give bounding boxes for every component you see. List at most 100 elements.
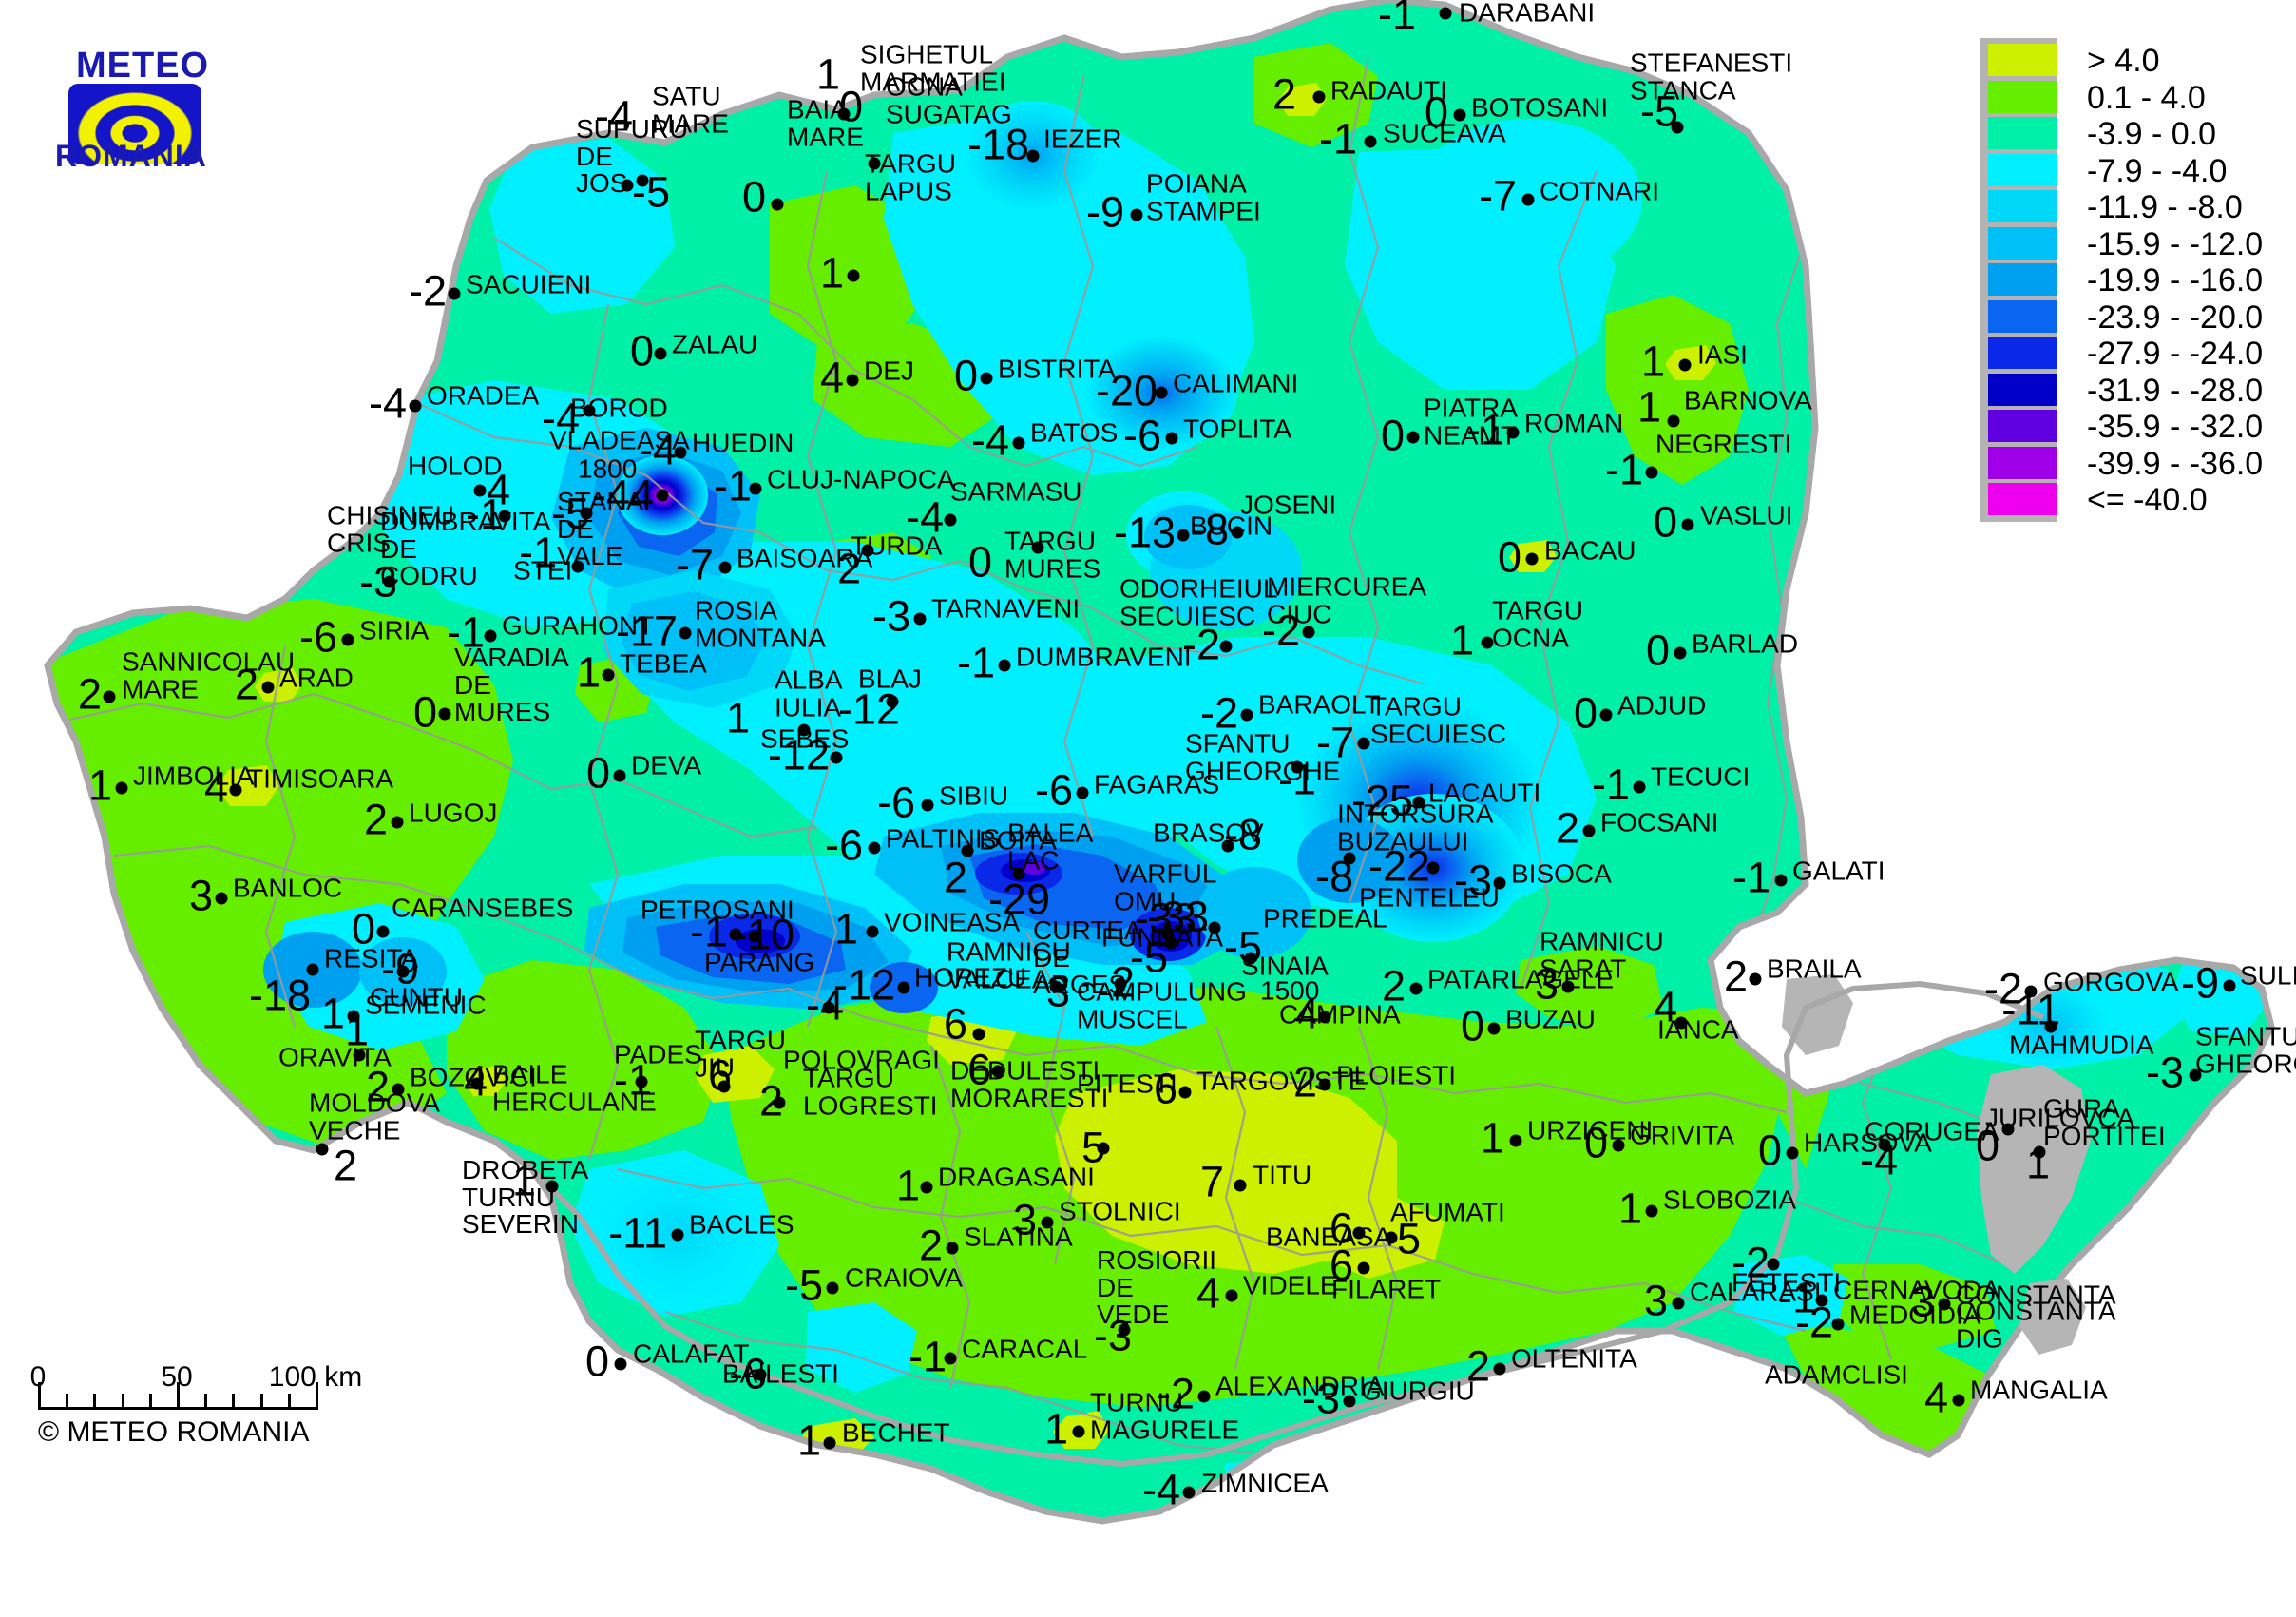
- station-dot[interactable]: [1318, 1078, 1331, 1091]
- station-dot[interactable]: [1302, 626, 1315, 639]
- station-dot[interactable]: [103, 690, 116, 703]
- station-dot[interactable]: [1076, 786, 1089, 799]
- station-dot[interactable]: [1357, 737, 1370, 750]
- station-dot[interactable]: [1072, 1425, 1085, 1438]
- station-dot[interactable]: [1561, 980, 1575, 993]
- station-dot[interactable]: [316, 1143, 329, 1156]
- station-dot[interactable]: [621, 179, 634, 192]
- station-dot[interactable]: [1599, 708, 1613, 722]
- station-dot[interactable]: [1197, 1390, 1211, 1403]
- station-dot[interactable]: [826, 1281, 839, 1295]
- station-dot[interactable]: [1182, 1486, 1196, 1499]
- station-dot[interactable]: [353, 1049, 366, 1062]
- station-dot[interactable]: [473, 484, 487, 497]
- station-dot[interactable]: [1031, 541, 1044, 554]
- station-dot[interactable]: [1041, 1216, 1054, 1229]
- station-dot[interactable]: [1385, 1231, 1398, 1244]
- station-dot[interactable]: [614, 1357, 627, 1371]
- station-dot[interactable]: [1240, 708, 1253, 722]
- station-dot[interactable]: [1406, 431, 1420, 444]
- station-dot[interactable]: [1412, 796, 1425, 809]
- station-dot[interactable]: [868, 841, 881, 855]
- station-dot[interactable]: [1231, 526, 1244, 539]
- station-dot[interactable]: [771, 198, 784, 211]
- station-dot[interactable]: [583, 404, 596, 417]
- station-dot[interactable]: [1219, 640, 1233, 653]
- station-dot[interactable]: [115, 781, 128, 795]
- station-dot[interactable]: [1221, 839, 1234, 853]
- station-dot[interactable]: [1012, 436, 1025, 450]
- station-dot[interactable]: [1453, 108, 1466, 122]
- station-dot[interactable]: [671, 1228, 684, 1242]
- station-dot[interactable]: [2044, 1020, 2057, 1033]
- station-dot[interactable]: [980, 372, 993, 385]
- station-dot[interactable]: [1938, 1298, 1951, 1311]
- station-dot[interactable]: [391, 816, 404, 829]
- station-dot[interactable]: [961, 844, 974, 857]
- station-dot[interactable]: [1118, 1323, 1131, 1337]
- station-dot[interactable]: [861, 544, 874, 557]
- station-dot[interactable]: [1208, 921, 1221, 934]
- station-dot[interactable]: [998, 659, 1011, 672]
- station-dot[interactable]: [2189, 1068, 2202, 1082]
- station-dot[interactable]: [1114, 977, 1127, 991]
- station-dot[interactable]: [1318, 1011, 1331, 1024]
- station-dot[interactable]: [679, 626, 692, 640]
- station-dot[interactable]: [1786, 1146, 1799, 1160]
- station-dot[interactable]: [920, 1181, 933, 1194]
- station-dot[interactable]: [341, 633, 354, 646]
- station-dot[interactable]: [2001, 1123, 2015, 1136]
- station-dot[interactable]: [944, 1352, 957, 1365]
- station-dot[interactable]: [1506, 426, 1520, 439]
- station-dot[interactable]: [718, 1080, 731, 1093]
- station-dot[interactable]: [1312, 90, 1326, 104]
- station-dot[interactable]: [636, 174, 649, 187]
- station-dot[interactable]: [1164, 936, 1177, 950]
- station-dot[interactable]: [1409, 982, 1423, 995]
- station-dot[interactable]: [1426, 861, 1440, 875]
- station-dot[interactable]: [635, 1075, 648, 1088]
- station-dot[interactable]: [1582, 824, 1596, 837]
- station-dot[interactable]: [1831, 1318, 1845, 1331]
- station-dot[interactable]: [656, 489, 669, 502]
- station-dot[interactable]: [868, 157, 881, 170]
- station-dot[interactable]: [1671, 121, 1684, 134]
- station-dot[interactable]: [886, 695, 899, 708]
- station-dot[interactable]: [1767, 1258, 1780, 1271]
- station-dot[interactable]: [1815, 1294, 1828, 1307]
- station-dot[interactable]: [1352, 1226, 1366, 1240]
- station-dot[interactable]: [376, 925, 390, 938]
- station-dot[interactable]: [1749, 972, 1762, 986]
- station-dot[interactable]: [448, 287, 461, 300]
- station-dot[interactable]: [866, 925, 879, 938]
- station-dot[interactable]: [1493, 1362, 1506, 1376]
- station-dot[interactable]: [1130, 208, 1143, 221]
- station-dot[interactable]: [897, 981, 910, 994]
- station-dot[interactable]: [545, 1180, 559, 1193]
- station-dot[interactable]: [913, 612, 927, 626]
- station-dot[interactable]: [1481, 636, 1494, 649]
- station-dot[interactable]: [830, 751, 843, 764]
- station-dot[interactable]: [729, 928, 742, 941]
- station-dot[interactable]: [1525, 552, 1539, 566]
- station-dot[interactable]: [1487, 1022, 1501, 1035]
- station-dot[interactable]: [837, 107, 851, 121]
- station-dot[interactable]: [1681, 518, 1694, 531]
- station-dot[interactable]: [261, 681, 275, 694]
- station-dot[interactable]: [1509, 1134, 1522, 1147]
- station-dot[interactable]: [972, 1028, 985, 1041]
- station-dot[interactable]: [602, 668, 615, 682]
- station-dot[interactable]: [484, 629, 497, 643]
- station-dot[interactable]: [2024, 985, 2038, 998]
- station-dot[interactable]: [921, 799, 934, 812]
- station-dot[interactable]: [498, 510, 511, 523]
- station-dot[interactable]: [1612, 1139, 1625, 1152]
- station-dot[interactable]: [392, 1083, 405, 1096]
- station-dot[interactable]: [1674, 1016, 1688, 1030]
- station-dot[interactable]: [1672, 1297, 1685, 1310]
- station-dot[interactable]: [846, 374, 859, 387]
- station-dot[interactable]: [1674, 646, 1687, 660]
- station-dot[interactable]: [1645, 1204, 1658, 1218]
- station-dot[interactable]: [654, 347, 667, 360]
- station-dot[interactable]: [1952, 1394, 1965, 1407]
